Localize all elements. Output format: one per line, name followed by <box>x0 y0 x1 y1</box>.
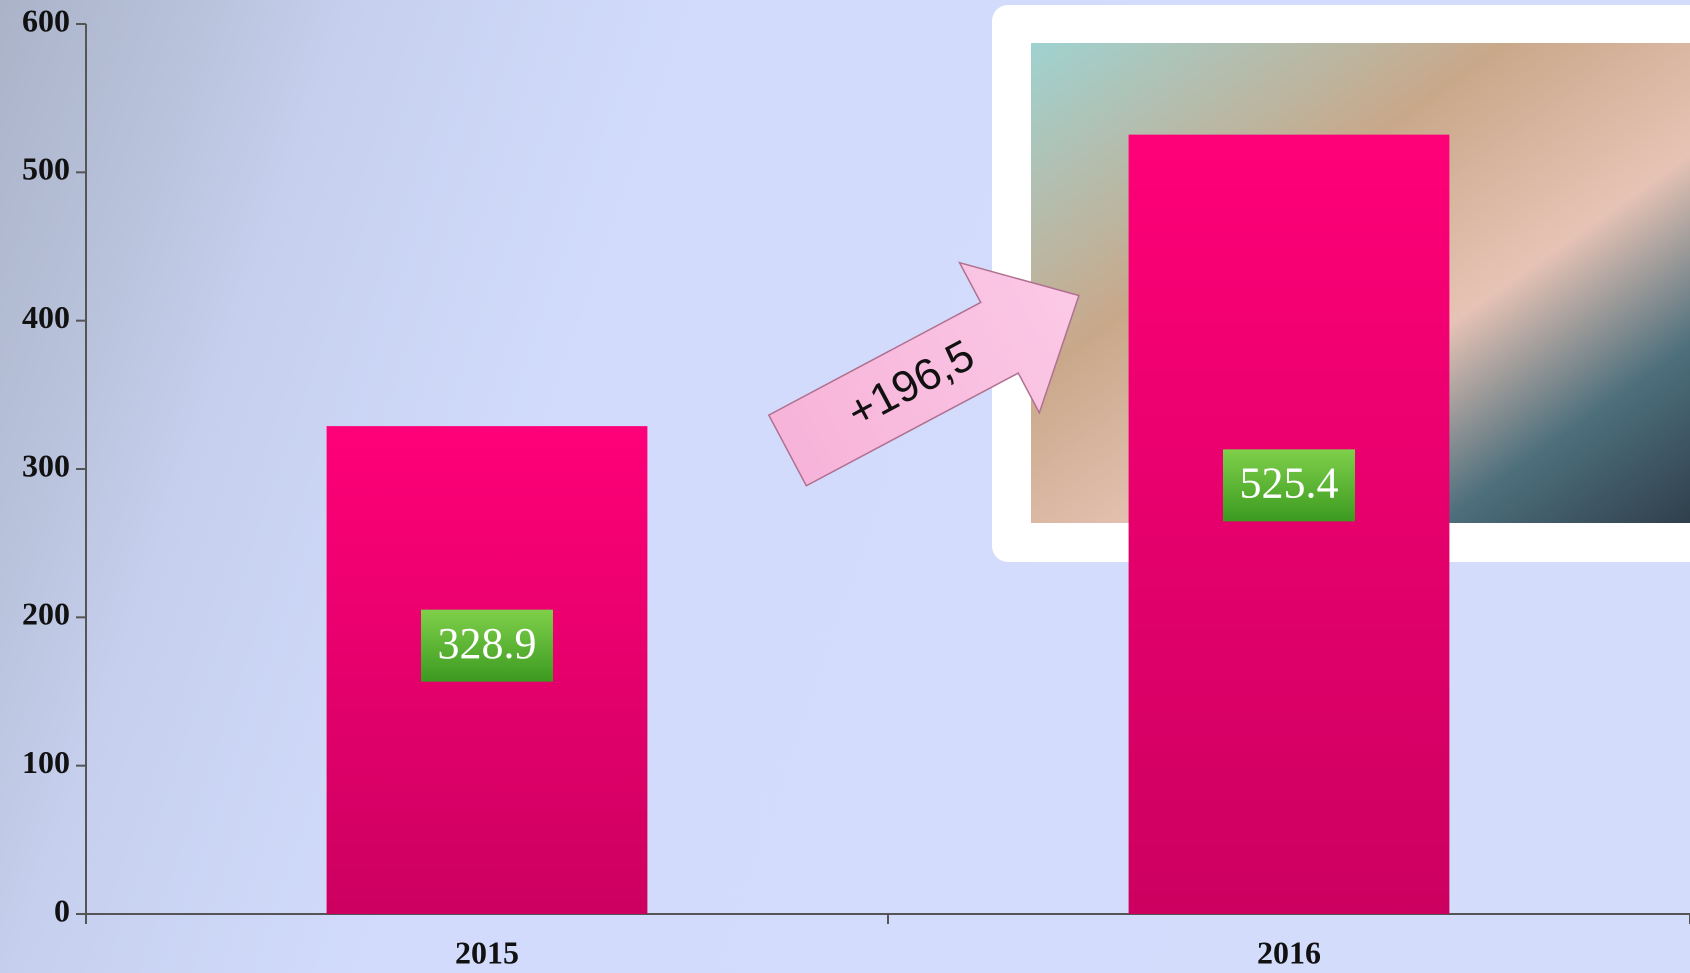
x-tick-label: 2016 <box>1257 934 1321 970</box>
page: 01002003004005006002015328.92016525.4 +1… <box>0 0 1690 973</box>
value-label: 525.4 <box>1240 458 1339 507</box>
y-tick-label: 200 <box>22 596 70 632</box>
y-tick-label: 100 <box>22 744 70 780</box>
chart: 01002003004005006002015328.92016525.4 +1… <box>0 0 1690 973</box>
y-tick-label: 500 <box>22 151 70 187</box>
value-label: 328.9 <box>438 619 537 668</box>
y-tick-label: 300 <box>22 447 70 483</box>
y-tick-label: 400 <box>22 299 70 335</box>
y-tick-label: 600 <box>22 2 70 38</box>
y-tick-label: 0 <box>54 892 70 928</box>
x-tick-label: 2015 <box>455 934 519 970</box>
bar <box>1129 135 1450 914</box>
